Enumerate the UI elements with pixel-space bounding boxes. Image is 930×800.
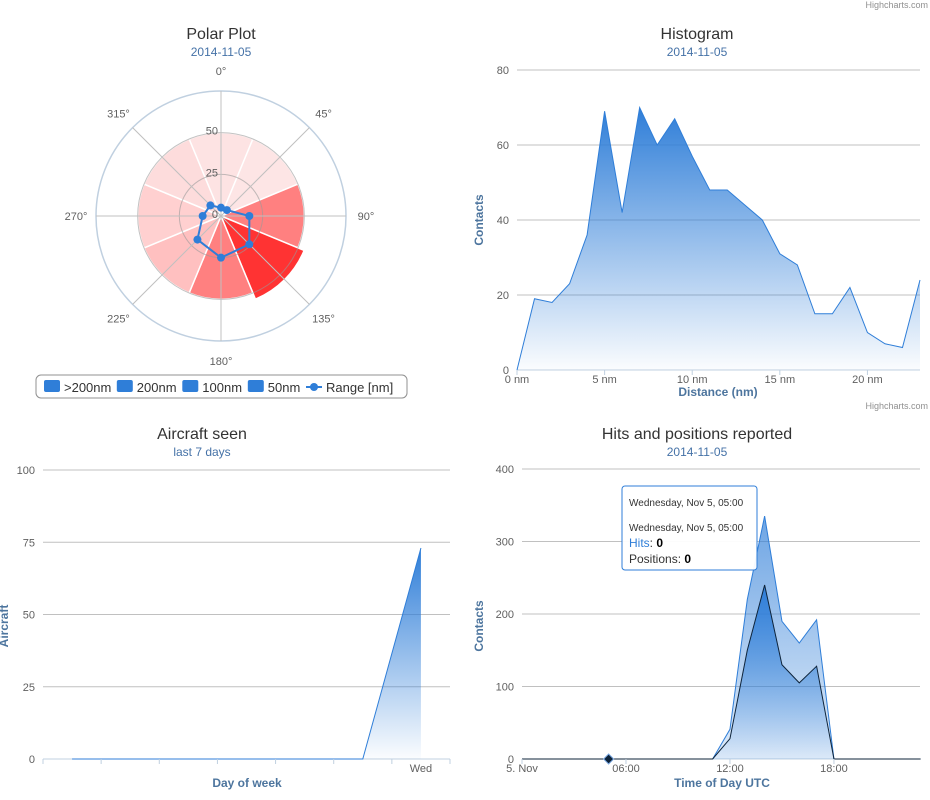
credits[interactable]: Highcharts.com [865, 0, 928, 10]
x-tick-label: 12:00 [716, 763, 744, 775]
credits[interactable]: Highcharts.com [865, 401, 928, 411]
legend-label: Range [nm] [326, 380, 393, 395]
polar-angle-label: 225° [107, 314, 130, 326]
polar-angle-label: 315° [107, 108, 130, 120]
legend-label: 200nm [137, 380, 177, 395]
polar-spoke [220, 215, 310, 305]
legend-item[interactable]: 50nm [247, 380, 301, 395]
polar-spoke [132, 215, 222, 305]
y-tick-label: 300 [496, 537, 514, 549]
legend-item[interactable]: 200nm [116, 380, 177, 395]
polar-chart: Polar Plot 2014-11-05 0° 45° 90° 135° 180° 22… [35, 26, 408, 399]
aircraft-xlabel: Day of week [212, 776, 282, 790]
tooltip-positions: Positions: 0 [629, 552, 691, 566]
range-point [206, 201, 215, 210]
y-tick-label: 100 [496, 682, 514, 694]
polar-angle-label: 270° [65, 211, 88, 223]
legend-swatch-icon [116, 380, 133, 392]
y-tick-label: 400 [496, 464, 514, 476]
tooltip-line: Wednesday, Nov 5, 05:00 [629, 523, 744, 534]
hits-chart: Hits and positions reported 2014-11-05 T… [472, 426, 921, 790]
y-tick-label: 80 [497, 65, 509, 77]
x-tick-label: 06:00 [612, 763, 640, 775]
polar-angle-label: 180° [210, 356, 233, 368]
y-tick-label: 0 [508, 754, 514, 766]
polar-title: Polar Plot [186, 26, 256, 43]
aircraft-subtitle: last 7 days [173, 445, 230, 459]
y-tick-label: 40 [497, 215, 509, 227]
histogram-title: Histogram [661, 26, 734, 43]
y-tick-label: 75 [23, 537, 35, 549]
y-tick-label: 20 [497, 290, 509, 302]
x-tick-label: 5. Nov [506, 763, 538, 775]
legend-item[interactable]: >200nm [44, 380, 111, 395]
polar-angle-label: 135° [312, 314, 335, 326]
x-tick-label: 18:00 [820, 763, 848, 775]
range-point [222, 206, 231, 215]
x-tick-label: Wed [410, 763, 432, 775]
legend-label: 50nm [268, 380, 301, 395]
hits-subtitle: 2014-11-05 [667, 445, 728, 459]
legend-item[interactable]: Range [nm] [306, 380, 393, 395]
histogram-xlabel: Distance (nm) [678, 385, 757, 399]
aircraft-title: Aircraft seen [157, 426, 247, 443]
aircraft-line [72, 547, 422, 760]
tooltip-header: Wednesday, Nov 5, 05:00 [629, 498, 744, 509]
polar-radial-label: 50 [206, 126, 218, 138]
hover-marker [602, 753, 615, 765]
range-point [245, 240, 254, 249]
histogram-ylabel: Contacts [472, 194, 486, 246]
y-tick-label: 60 [497, 140, 509, 152]
range-point [193, 235, 202, 244]
polar-radial-label: 25 [206, 167, 218, 179]
polar-radial-label: 0 [212, 209, 218, 221]
x-tick-label: 20 nm [852, 374, 883, 386]
positions-area [522, 585, 921, 759]
y-tick-label: 200 [496, 609, 514, 621]
y-tick-label: 0 [503, 365, 509, 377]
y-tick-label: 100 [17, 465, 35, 477]
aircraft-area [72, 548, 421, 759]
tooltip: Wednesday, Nov 5, 05:00 Wednesday, Nov 5… [621, 485, 758, 571]
polar-angle-label: 45° [315, 108, 332, 120]
hits-xlabel: Time of Day UTC [674, 776, 770, 790]
aircraft-chart: Aircraft seen last 7 days Day of week Ai… [0, 426, 451, 790]
tooltip-hits: Hits: 0 [629, 536, 663, 550]
y-tick-label: 50 [23, 610, 35, 622]
x-tick-label: 5 nm [592, 374, 616, 386]
legend-marker-icon [310, 383, 318, 391]
range-point [217, 253, 225, 262]
hits-ylabel: Contacts [472, 600, 486, 652]
x-tick-label: 15 nm [765, 374, 796, 386]
legend-label: >200nm [64, 380, 111, 395]
x-tick-label: 0 nm [505, 374, 529, 386]
polar-spoke [220, 127, 310, 217]
histogram-chart: Highcharts.com Histogram 2014-11-05 Dist… [472, 0, 928, 411]
y-tick-label: 25 [23, 682, 35, 694]
hits-title: Hits and positions reported [602, 426, 792, 443]
x-tick-label: 10 nm [677, 374, 708, 386]
histogram-line [516, 105, 921, 371]
polar-spoke [132, 127, 222, 217]
range-point [245, 212, 254, 220]
aircraft-ylabel: Aircraft [0, 605, 11, 648]
polar-angle-label: 90° [358, 211, 375, 223]
positions-line [522, 584, 921, 760]
legend-swatch-icon [247, 380, 264, 392]
y-tick-label: 0 [29, 754, 35, 766]
polar-angle-label: 0° [216, 66, 227, 78]
histogram-area [517, 107, 920, 370]
legend-label: 100nm [202, 380, 242, 395]
histogram-subtitle: 2014-11-05 [667, 45, 728, 59]
legend-item[interactable]: 100nm [182, 380, 242, 395]
legend-swatch-icon [44, 380, 60, 392]
polar-subtitle: 2014-11-05 [191, 45, 252, 59]
range-point [198, 212, 207, 220]
legend-swatch-icon [182, 380, 199, 392]
